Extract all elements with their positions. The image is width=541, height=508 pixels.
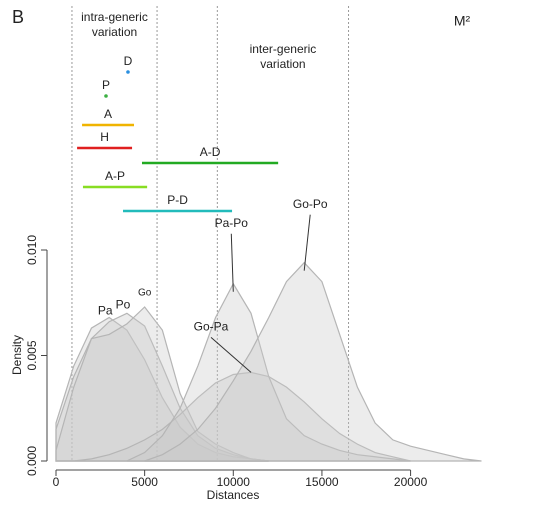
x-tick-label: 10000 — [217, 475, 251, 489]
density-area — [126, 282, 411, 462]
leader-line — [303, 214, 311, 271]
range-label: D — [124, 54, 133, 68]
series-label: Pa — [98, 304, 113, 318]
y-axis-label: Density — [10, 335, 24, 375]
range-point — [104, 94, 108, 98]
annotation: variation — [260, 57, 305, 71]
series-label: Go — [138, 288, 152, 299]
y-tick-label: 0.010 — [25, 235, 39, 265]
series-label: Go-Po — [293, 197, 328, 211]
y-tick-label: 0.005 — [25, 340, 39, 370]
density-area — [55, 306, 269, 462]
range-label: A-P — [105, 169, 125, 183]
leader-line — [230, 233, 234, 292]
range-label: P-D — [167, 193, 188, 207]
density-area — [144, 261, 482, 462]
density-area — [55, 316, 269, 462]
x-tick-label: 20000 — [394, 475, 428, 489]
series-label: Po — [116, 297, 131, 311]
panel-label: B — [12, 7, 24, 27]
density-area — [56, 371, 411, 462]
series-label: Pa-Po — [215, 216, 249, 230]
range-label: A-D — [200, 145, 221, 159]
range-point — [126, 70, 130, 74]
x-tick-label: 15000 — [305, 475, 339, 489]
chart-title: M² — [454, 13, 471, 29]
x-axis-label: Distances — [207, 488, 260, 502]
series-label: Go-Pa — [194, 320, 229, 334]
annotation: inter-generic — [250, 42, 317, 56]
y-tick-label: 0.000 — [25, 446, 39, 476]
range-label: A — [104, 107, 112, 121]
annotation: variation — [92, 25, 137, 39]
leader-line — [210, 337, 252, 373]
density-area — [55, 312, 269, 462]
x-tick-label: 5000 — [131, 475, 158, 489]
range-label: H — [100, 130, 109, 144]
range-label: P — [102, 78, 110, 92]
annotation: intra-generic — [81, 10, 148, 24]
x-tick-label: 0 — [53, 475, 60, 489]
